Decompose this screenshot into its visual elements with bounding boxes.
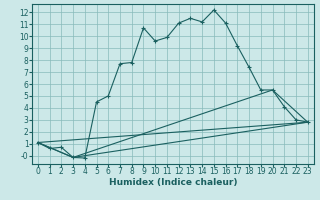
X-axis label: Humidex (Indice chaleur): Humidex (Indice chaleur) (108, 178, 237, 187)
